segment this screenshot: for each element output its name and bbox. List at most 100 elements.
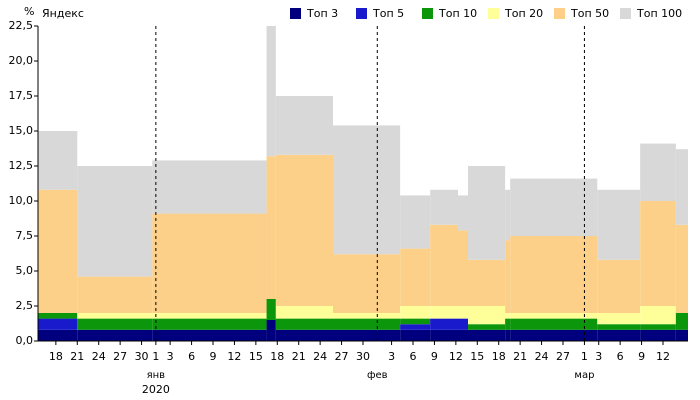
- legend-swatch: [422, 8, 433, 19]
- area-step: [333, 313, 401, 319]
- area-step: [505, 313, 511, 319]
- area-step: [275, 154, 333, 306]
- area-step: [510, 313, 598, 319]
- legend-label: Топ 10: [438, 7, 477, 20]
- y-tick-label: 2,5: [16, 299, 34, 312]
- legend-label: Топ 100: [636, 7, 682, 20]
- area-step: [430, 329, 458, 341]
- x-tick-label: 27: [556, 350, 570, 363]
- area-step: [400, 195, 431, 249]
- x-tick-label: 6: [188, 350, 195, 363]
- area-step: [430, 306, 458, 319]
- area-step: [505, 329, 511, 341]
- area-step: [597, 189, 641, 260]
- y-tick-label: 15,0: [9, 124, 34, 137]
- area-step: [400, 324, 431, 330]
- area-step: [505, 318, 511, 330]
- x-tick-label: 27: [335, 350, 349, 363]
- area-step: [505, 240, 511, 313]
- x-tick-label: 24: [92, 350, 106, 363]
- area-step: [400, 248, 431, 306]
- area-step: [468, 259, 506, 306]
- y-tick-label: 10,0: [9, 194, 34, 207]
- area-step: [77, 318, 153, 330]
- area-step: [333, 254, 401, 313]
- area-step: [597, 313, 641, 325]
- area-step: [266, 299, 276, 320]
- area-step: [38, 329, 78, 341]
- area-step: [77, 329, 153, 341]
- area-step: [333, 329, 401, 341]
- area-step: [458, 318, 468, 330]
- area-step: [510, 318, 598, 330]
- area-step: [333, 125, 401, 255]
- x-tick-label: 18: [49, 350, 63, 363]
- area-step: [675, 224, 688, 313]
- x-tick-label: 1: [152, 350, 159, 363]
- source-label: Яндекс: [42, 7, 84, 20]
- x-tick-label: 21: [70, 350, 84, 363]
- x-tick-label: 21: [513, 350, 527, 363]
- y-tick-label: 0,0: [16, 334, 34, 347]
- area-step: [275, 96, 333, 155]
- area-step: [458, 306, 468, 319]
- area-step: [468, 329, 506, 341]
- x-tick-label: 9: [431, 350, 438, 363]
- area-step: [152, 160, 267, 214]
- area-step: [266, 320, 276, 341]
- area-step: [400, 306, 431, 319]
- area-step: [640, 143, 676, 201]
- legend-label: Топ 5: [372, 7, 404, 20]
- area-step: [266, 26, 276, 157]
- x-tick-label: 12: [656, 350, 670, 363]
- area-step: [640, 329, 676, 341]
- x-tick-label: 3: [167, 350, 174, 363]
- area-step: [266, 156, 276, 299]
- x-tick-label: 18: [270, 350, 284, 363]
- area-step: [38, 313, 78, 319]
- area-step: [640, 324, 676, 330]
- area-step: [152, 213, 267, 313]
- x-tick-label: 6: [617, 350, 624, 363]
- area-step: [458, 195, 468, 231]
- area-step: [510, 329, 598, 341]
- legend-swatch: [356, 8, 367, 19]
- y-tick-label: 22,5: [9, 19, 34, 32]
- x-tick-label: 27: [113, 350, 127, 363]
- y-tick-label: 17,5: [9, 89, 34, 102]
- x-tick-label: 24: [313, 350, 327, 363]
- area-step: [77, 166, 153, 277]
- area-step: [275, 306, 333, 319]
- y-unit: %: [24, 5, 34, 18]
- x-tick-label: 21: [292, 350, 306, 363]
- y-tick-label: 7,5: [16, 229, 34, 242]
- area-step: [458, 329, 468, 341]
- area-step: [640, 306, 676, 325]
- area-step: [510, 236, 598, 313]
- area-step: [597, 324, 641, 330]
- area-step: [505, 189, 511, 241]
- area-step: [152, 313, 267, 319]
- x-tick-label: 9: [210, 350, 217, 363]
- x-tick-label: 15: [470, 350, 484, 363]
- x-tick-label: 12: [227, 350, 241, 363]
- area-step: [400, 329, 431, 341]
- area-step: [333, 318, 401, 330]
- area-step: [468, 306, 506, 325]
- x-tick-label: 1: [581, 350, 588, 363]
- x-tick-label: 18: [492, 350, 506, 363]
- y-tick-label: 5,0: [16, 264, 34, 277]
- legend-label: Топ 50: [570, 7, 609, 20]
- area-step: [675, 149, 688, 225]
- area-step: [38, 131, 78, 190]
- area-step: [597, 329, 641, 341]
- x-tick-label: 12: [449, 350, 463, 363]
- area-step: [275, 329, 333, 341]
- legend-swatch: [620, 8, 631, 19]
- area-step: [458, 230, 468, 306]
- x-tick-label: 30: [356, 350, 370, 363]
- legend-swatch: [554, 8, 565, 19]
- area-step: [152, 329, 267, 341]
- legend-swatch: [488, 8, 499, 19]
- area-step: [430, 318, 458, 330]
